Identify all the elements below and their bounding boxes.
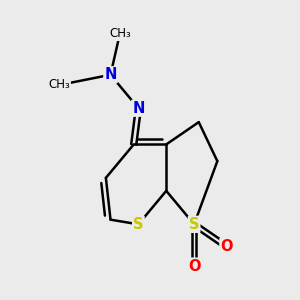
Text: O: O [188, 259, 200, 274]
Text: CH₃: CH₃ [109, 27, 131, 40]
Text: O: O [220, 239, 233, 254]
Text: S: S [133, 217, 144, 232]
Text: N: N [104, 67, 117, 82]
Text: N: N [132, 101, 145, 116]
Text: S: S [189, 217, 200, 232]
Text: CH₃: CH₃ [49, 79, 70, 92]
